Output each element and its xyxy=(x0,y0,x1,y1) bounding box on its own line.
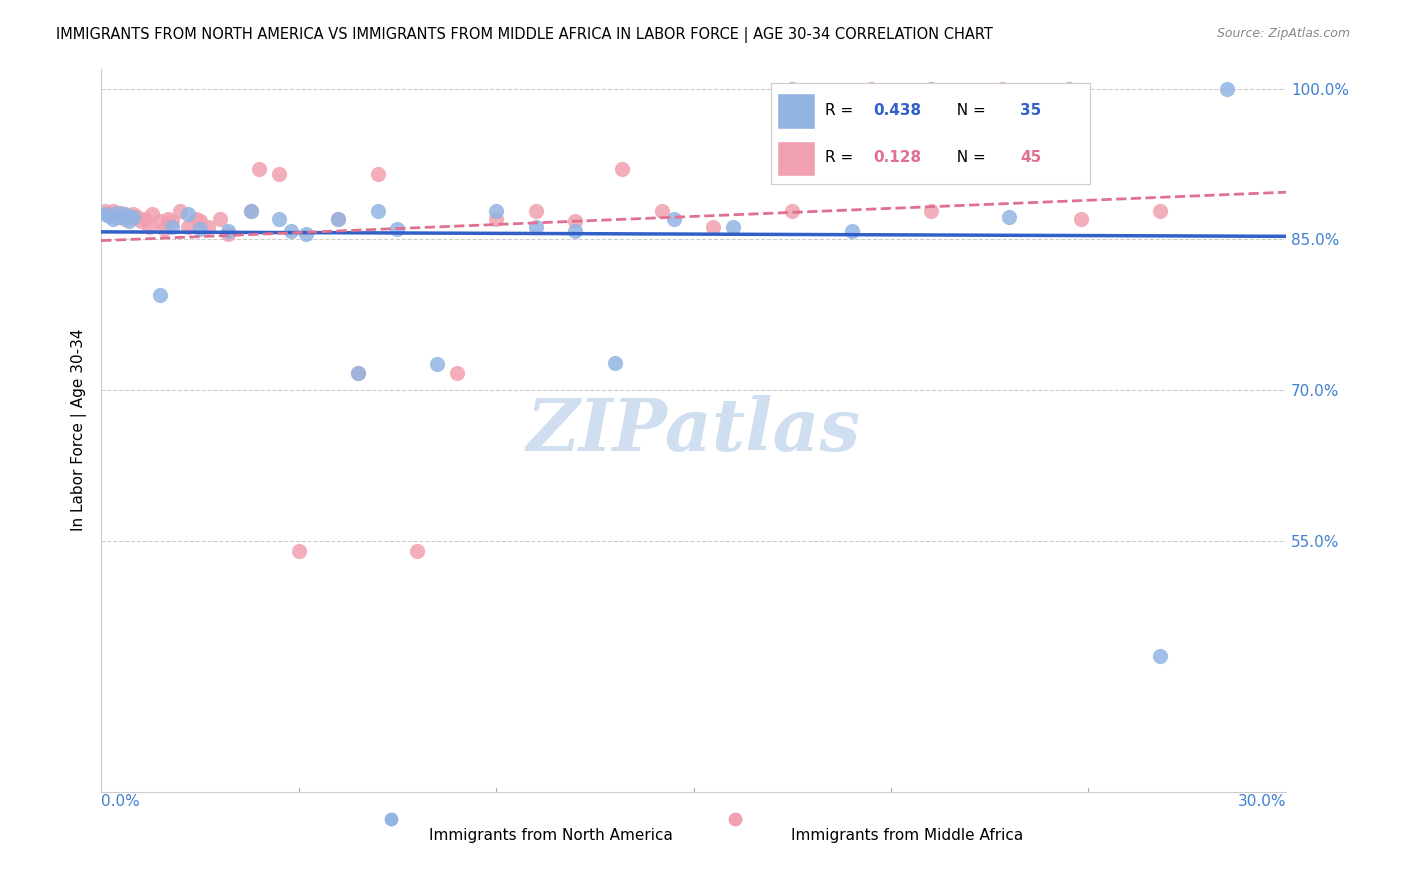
Point xyxy=(208,212,231,227)
Point xyxy=(101,204,124,219)
Point xyxy=(990,81,1012,95)
Text: Immigrants from North America: Immigrants from North America xyxy=(429,828,673,843)
Point xyxy=(780,81,803,95)
Point xyxy=(326,212,349,227)
Point xyxy=(184,212,207,227)
Point xyxy=(446,366,468,380)
Point xyxy=(780,204,803,219)
Point xyxy=(998,211,1021,225)
Point xyxy=(94,207,117,221)
Point xyxy=(367,204,389,219)
Point xyxy=(564,224,586,238)
Point xyxy=(612,161,634,176)
Point xyxy=(387,222,409,236)
Point xyxy=(1149,649,1171,664)
Point xyxy=(177,207,200,221)
Point xyxy=(347,366,370,380)
Text: ZIPatlas: ZIPatlas xyxy=(526,395,860,466)
Text: IMMIGRANTS FROM NORTH AMERICA VS IMMIGRANTS FROM MIDDLE AFRICA IN LABOR FORCE | : IMMIGRANTS FROM NORTH AMERICA VS IMMIGRA… xyxy=(56,27,993,43)
Point xyxy=(197,220,219,235)
Point xyxy=(153,222,176,236)
Point xyxy=(247,161,270,176)
Point xyxy=(841,224,863,238)
Point xyxy=(406,544,429,558)
Point xyxy=(240,204,263,219)
Point xyxy=(114,212,136,227)
Point xyxy=(188,222,211,236)
Point xyxy=(1215,81,1237,95)
Point xyxy=(1149,204,1171,219)
Point xyxy=(134,212,156,227)
Point xyxy=(920,204,942,219)
Point xyxy=(114,207,136,221)
Point xyxy=(295,227,318,242)
Point xyxy=(118,209,141,223)
Point xyxy=(721,220,744,235)
Point xyxy=(267,167,290,181)
Point xyxy=(94,204,117,219)
Point xyxy=(157,212,180,227)
Point xyxy=(287,544,309,558)
Point xyxy=(141,207,163,221)
Point xyxy=(603,356,626,370)
Point xyxy=(485,212,508,227)
Point xyxy=(217,227,239,242)
Point xyxy=(105,211,128,225)
Text: 30.0%: 30.0% xyxy=(1237,794,1286,809)
Point xyxy=(651,204,673,219)
Point xyxy=(121,207,143,221)
Point xyxy=(217,224,239,238)
Y-axis label: In Labor Force | Age 30-34: In Labor Force | Age 30-34 xyxy=(72,329,87,532)
Point xyxy=(160,214,183,228)
Point xyxy=(485,204,508,219)
Point xyxy=(240,204,263,219)
Point xyxy=(920,81,942,95)
Text: 0.0%: 0.0% xyxy=(101,794,139,809)
Point xyxy=(188,214,211,228)
Point xyxy=(98,209,121,223)
Point xyxy=(524,204,547,219)
Point xyxy=(129,214,152,228)
Point xyxy=(860,81,883,95)
Point xyxy=(367,167,389,181)
Point xyxy=(98,207,121,221)
Point xyxy=(101,212,124,227)
Point xyxy=(177,220,200,235)
Point xyxy=(118,214,141,228)
Point xyxy=(1070,212,1092,227)
Point xyxy=(149,214,172,228)
Point xyxy=(702,220,724,235)
Point xyxy=(125,211,148,225)
Point xyxy=(347,366,370,380)
Point xyxy=(426,357,449,371)
Point xyxy=(149,287,172,301)
Point xyxy=(110,206,132,220)
Point xyxy=(267,212,290,227)
Point xyxy=(326,212,349,227)
Point xyxy=(564,214,586,228)
Point xyxy=(524,220,547,235)
Point xyxy=(169,204,191,219)
Point xyxy=(160,220,183,235)
Point xyxy=(662,212,685,227)
Point xyxy=(138,220,160,235)
Point xyxy=(121,211,143,225)
Point xyxy=(280,224,302,238)
Text: Source: ZipAtlas.com: Source: ZipAtlas.com xyxy=(1216,27,1350,40)
Point xyxy=(105,206,128,220)
Point xyxy=(110,211,132,225)
Point xyxy=(1057,81,1080,95)
Text: Immigrants from Middle Africa: Immigrants from Middle Africa xyxy=(790,828,1024,843)
